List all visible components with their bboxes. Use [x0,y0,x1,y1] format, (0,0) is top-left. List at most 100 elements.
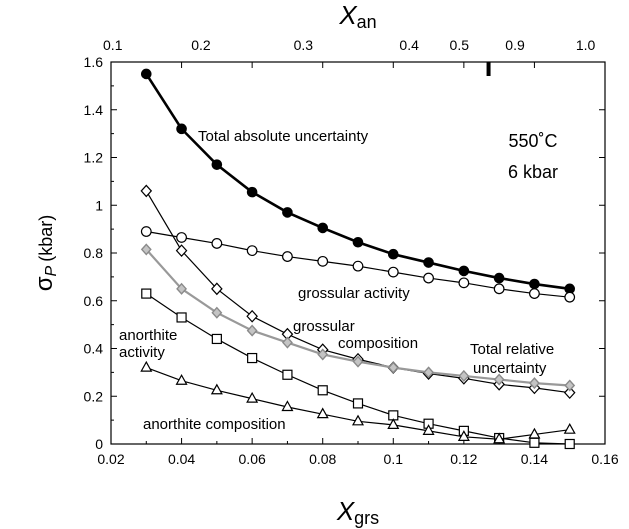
data-point [317,385,328,396]
data-point [210,383,223,395]
data-point [564,438,575,450]
series-1 [140,226,576,303]
top-tick-label: 0.5 [450,37,470,53]
data-point [423,257,434,268]
x-tick-label: 0.06 [239,451,266,467]
series-layer [140,68,576,450]
data-point [387,248,399,260]
data-point [282,251,293,262]
y-axis-title-unit: (kbar) [36,215,56,262]
data-point [141,288,152,299]
x-tick-label: 0.16 [591,451,618,467]
data-point [175,244,188,258]
y-tick-label: 0 [95,436,103,452]
data-point [423,366,435,379]
x-tick-label: 0.02 [97,451,124,467]
x-tick-label: 0.14 [521,451,548,467]
data-point [317,255,329,267]
condition-pressure: 6 kbar [508,162,558,182]
data-point [458,277,470,289]
top-tick-label: 0.9 [505,37,525,53]
data-point [529,288,540,299]
top-axis: 0.1 0.2 0.3 0.4 0.5 0.9 1.0 [103,37,596,76]
label-anorthite-activity-2: activity [119,344,165,361]
x-axis-title-main: X [336,496,356,526]
data-point [140,68,152,80]
y-tick-label: 0.2 [84,388,104,404]
data-point [457,430,470,441]
label-anorthite-activity-1: anorthite [119,327,177,344]
data-point [493,283,505,295]
label-grossular-composition-1: grossular [293,318,355,335]
data-point [563,386,576,400]
data-point [387,361,399,374]
y-tick-label: 1.6 [84,54,104,70]
y-axis-title-sub: P [43,265,60,276]
data-point [564,379,576,392]
data-point [528,377,540,390]
data-point [211,159,223,170]
label-anorthite-composition: anorthite composition [143,416,286,433]
y-axis-title: σP (kbar) [31,215,60,292]
y-axis-title-main: σ [31,276,58,291]
data-point [528,427,541,439]
label-grossular-activity: grossular activity [298,285,410,302]
data-point [281,336,293,349]
x-tick-label: 0.1 [384,451,404,467]
data-point [247,352,258,364]
data-point [316,407,329,419]
label-total-relative-2: uncertainty [473,360,547,377]
data-point [246,391,259,403]
data-point [246,324,258,337]
data-point [140,243,152,256]
top-tick-label: 1.0 [576,37,596,53]
series-5 [140,360,576,444]
data-point [246,186,258,198]
data-point [493,272,505,284]
data-point [246,245,258,257]
y-axis: 0 0.2 0.4 0.6 0.8 1 1.2 1.4 1.6 [84,54,605,452]
data-point [351,414,365,426]
data-point [493,432,506,444]
top-axis-marker [486,62,491,76]
data-point [176,312,187,323]
data-point [211,306,223,319]
data-point [246,309,258,323]
data-point [211,238,223,249]
label-total-relative-1: Total relative [470,341,554,358]
data-point [211,282,223,296]
data-point [317,222,329,234]
data-point [529,278,540,290]
data-point [352,236,364,248]
x-tick-label: 0.04 [168,451,195,467]
data-point [282,207,293,218]
y-tick-label: 1 [95,197,103,213]
series-0 [140,68,576,295]
x-axis: 0.02 0.04 0.06 0.08 0.1 0.12 0.14 0.16 [97,62,619,467]
series-line [145,73,570,291]
data-point [352,260,364,272]
data-point [422,424,435,435]
data-point [282,369,293,380]
condition-temperature: 550˚C [508,131,557,151]
top-tick-label: 0.4 [399,37,419,53]
y-tick-label: 1.4 [84,102,104,118]
label-total-absolute: Total absolute uncertainty [198,128,369,145]
top-tick-label: 0.3 [294,37,314,53]
x-tick-label: 0.08 [309,451,336,467]
data-point [176,282,188,295]
data-point [317,348,329,361]
top-tick-label: 0.1 [103,37,123,53]
data-point [387,266,399,278]
data-point [458,369,470,383]
data-point [176,232,187,243]
top-axis-title-sub: an [357,12,377,32]
x-axis-title: Xgrs [336,496,379,528]
x-axis-title-sub: grs [354,508,379,528]
y-tick-label: 0.6 [84,293,104,309]
data-point [458,265,470,277]
top-axis-title-main: X [338,0,358,30]
data-point [563,422,576,434]
y-tick-label: 0.8 [84,245,104,261]
